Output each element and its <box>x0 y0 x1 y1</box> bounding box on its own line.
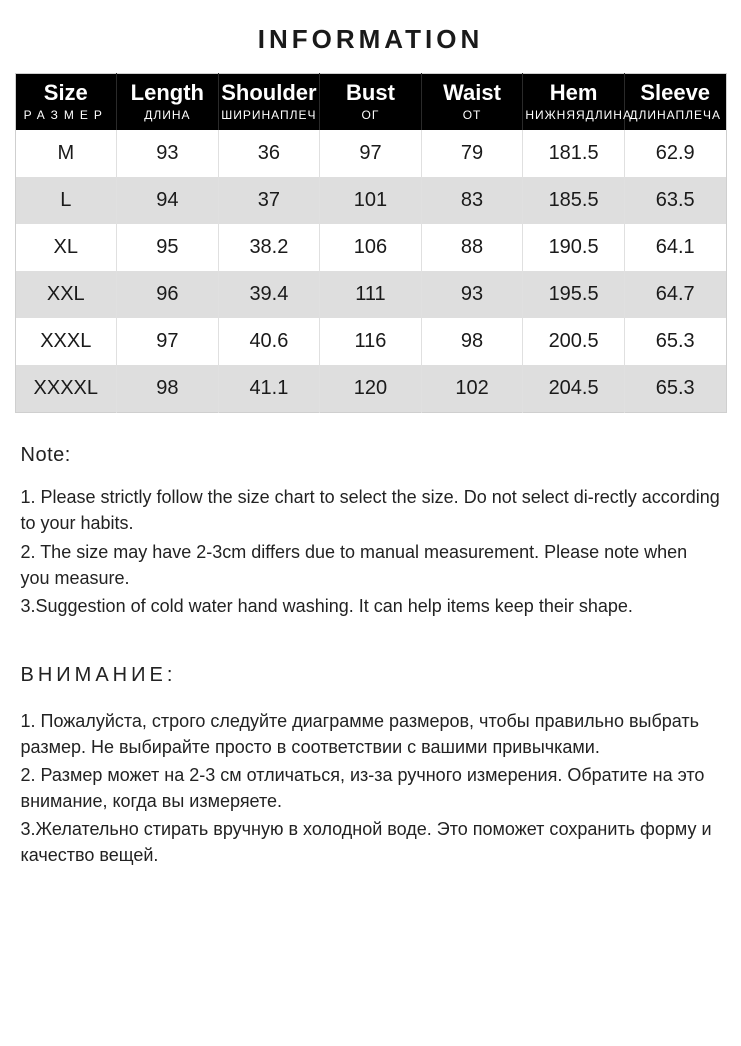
table-cell: 40.6 <box>218 318 320 365</box>
table-cell: XXXL <box>15 318 117 365</box>
col-length: Length ДЛИНА <box>117 74 219 131</box>
table-cell: 64.7 <box>624 271 726 318</box>
col-bust: Bust ОГ <box>320 74 422 131</box>
note-line: 1. Пожалуйста, строго следуйте диаграмме… <box>21 708 721 760</box>
note-en-lines: 1. Please strictly follow the size chart… <box>21 484 721 618</box>
table-cell: 195.5 <box>523 271 625 318</box>
note-ru-lines: 1. Пожалуйста, строго следуйте диаграмме… <box>21 708 721 869</box>
table-cell: 190.5 <box>523 224 625 271</box>
table-cell: 83 <box>421 177 523 224</box>
table-cell: XL <box>15 224 117 271</box>
col-main: Bust <box>322 80 419 106</box>
table-cell: 39.4 <box>218 271 320 318</box>
col-sub: ДЛИНАПЛЕЧА <box>627 108 724 122</box>
col-sleeve: Sleeve ДЛИНАПЛЕЧА <box>624 74 726 131</box>
table-row: XXL9639.411193195.564.7 <box>15 271 726 318</box>
col-sub: ШИРИНАПЛЕЧ <box>221 108 318 122</box>
note-line: 2. Размер может на 2-3 см отличаться, из… <box>21 762 721 814</box>
table-cell: 97 <box>117 318 219 365</box>
note-line: 3.Желательно стирать вручную в холодной … <box>21 816 721 868</box>
table-cell: 65.3 <box>624 318 726 365</box>
table-cell: 181.5 <box>523 130 625 177</box>
col-shoulder: Shoulder ШИРИНАПЛЕЧ <box>218 74 320 131</box>
table-cell: 63.5 <box>624 177 726 224</box>
page-title: INFORMATION <box>0 0 741 73</box>
table-cell: 38.2 <box>218 224 320 271</box>
col-waist: Waist ОТ <box>421 74 523 131</box>
col-main: Size <box>18 80 115 106</box>
table-cell: 79 <box>421 130 523 177</box>
table-body: M93369779181.562.9L943710183185.563.5XL9… <box>15 130 726 413</box>
col-main: Waist <box>424 80 521 106</box>
col-main: Length <box>119 80 216 106</box>
table-cell: M <box>15 130 117 177</box>
table-cell: 97 <box>320 130 422 177</box>
note-line: 3.Suggestion of cold water hand washing.… <box>21 593 721 619</box>
table-header-row: Size РАЗМЕР Length ДЛИНА Shoulder ШИРИНА… <box>15 74 726 131</box>
col-sub: ОГ <box>322 108 419 122</box>
table-cell: 185.5 <box>523 177 625 224</box>
notes-section: Note: 1. Please strictly follow the size… <box>21 441 721 868</box>
table-cell: L <box>15 177 117 224</box>
table-cell: 200.5 <box>523 318 625 365</box>
col-sub: НИЖНЯЯДЛИНА <box>525 108 622 122</box>
table-cell: 62.9 <box>624 130 726 177</box>
table-row: XL9538.210688190.564.1 <box>15 224 726 271</box>
table-cell: XXXXL <box>15 365 117 413</box>
table-cell: 120 <box>320 365 422 413</box>
table-cell: 36 <box>218 130 320 177</box>
table-cell: 101 <box>320 177 422 224</box>
table-cell: 37 <box>218 177 320 224</box>
table-cell: 95 <box>117 224 219 271</box>
table-cell: 93 <box>421 271 523 318</box>
table-cell: 41.1 <box>218 365 320 413</box>
table-cell: 116 <box>320 318 422 365</box>
col-main: Hem <box>525 80 622 106</box>
table-row: XXXL9740.611698200.565.3 <box>15 318 726 365</box>
table-cell: 106 <box>320 224 422 271</box>
table-cell: 98 <box>421 318 523 365</box>
table-row: M93369779181.562.9 <box>15 130 726 177</box>
table-cell: 98 <box>117 365 219 413</box>
table-cell: 102 <box>421 365 523 413</box>
table-cell: 65.3 <box>624 365 726 413</box>
note-line: 1. Please strictly follow the size chart… <box>21 484 721 536</box>
col-sub: ДЛИНА <box>119 108 216 122</box>
table-cell: 88 <box>421 224 523 271</box>
col-size: Size РАЗМЕР <box>15 74 117 131</box>
table-row: L943710183185.563.5 <box>15 177 726 224</box>
col-main: Shoulder <box>221 80 318 106</box>
table-cell: XXL <box>15 271 117 318</box>
table-cell: 94 <box>117 177 219 224</box>
col-sub: РАЗМЕР <box>18 108 115 122</box>
note-heading-ru: ВНИМАНИЕ: <box>21 661 721 690</box>
table-cell: 64.1 <box>624 224 726 271</box>
table-row: XXXXL9841.1120102204.565.3 <box>15 365 726 413</box>
size-table: Size РАЗМЕР Length ДЛИНА Shoulder ШИРИНА… <box>15 73 727 413</box>
col-hem: Hem НИЖНЯЯДЛИНА <box>523 74 625 131</box>
table-cell: 111 <box>320 271 422 318</box>
note-heading-en: Note: <box>21 441 721 470</box>
col-main: Sleeve <box>627 80 724 106</box>
table-cell: 93 <box>117 130 219 177</box>
table-cell: 204.5 <box>523 365 625 413</box>
table-cell: 96 <box>117 271 219 318</box>
col-sub: ОТ <box>424 108 521 122</box>
note-line: 2. The size may have 2-3cm differs due t… <box>21 539 721 591</box>
